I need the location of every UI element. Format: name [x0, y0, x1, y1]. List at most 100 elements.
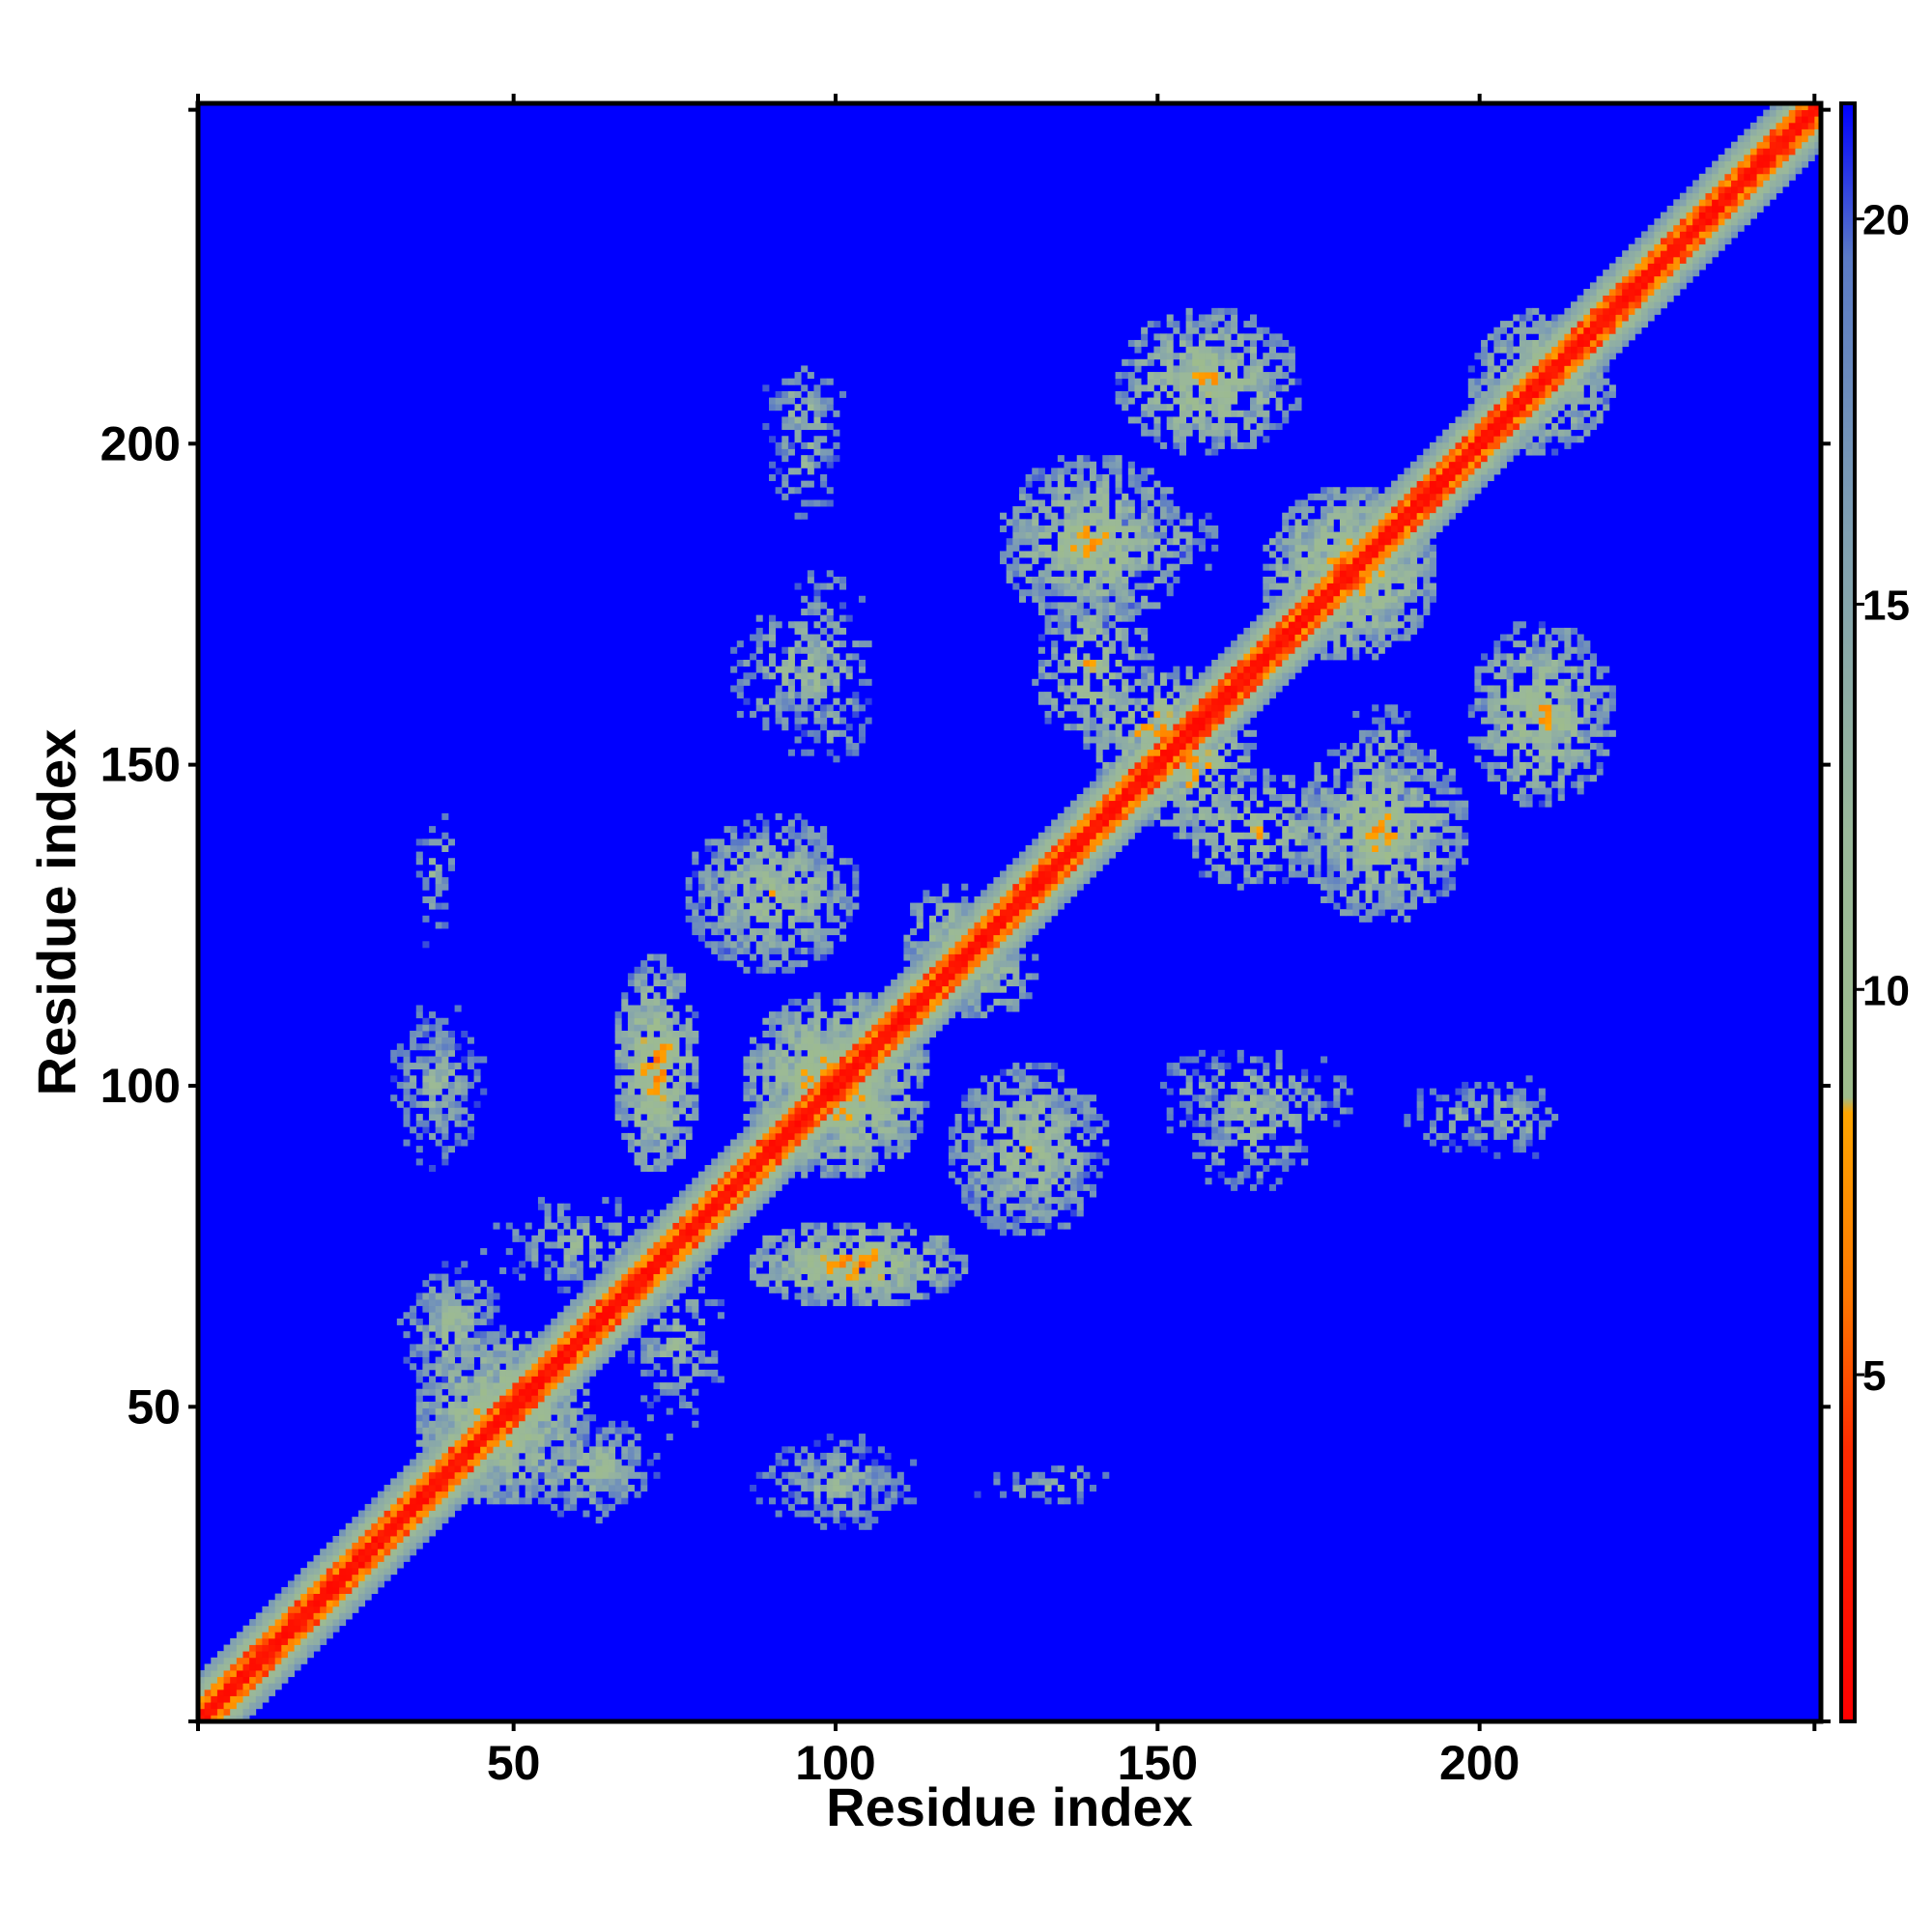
- heatmap-cell: [865, 640, 872, 648]
- heatmap-cell: [743, 1158, 751, 1166]
- heatmap-cell: [1519, 1107, 1526, 1115]
- heatmap-cell: [884, 1068, 892, 1076]
- heatmap-cell: [429, 1344, 437, 1351]
- heatmap-cell: [242, 1695, 250, 1703]
- heatmap-cell: [1231, 1114, 1238, 1122]
- heatmap-cell: [896, 1299, 904, 1307]
- heatmap-cell: [877, 1293, 885, 1300]
- heatmap-cell: [1064, 1126, 1071, 1134]
- heatmap-cell: [787, 416, 795, 424]
- heatmap-cell: [896, 1056, 904, 1064]
- heatmap-cell: [525, 1248, 532, 1256]
- heatmap-cell: [589, 1299, 597, 1307]
- heatmap-cell: [326, 1568, 333, 1576]
- heatmap-cell: [480, 1369, 488, 1377]
- heatmap-cell: [929, 1017, 937, 1025]
- heatmap-cell: [711, 902, 719, 910]
- heatmap-cell: [839, 1273, 847, 1281]
- heatmap-cell: [1416, 1088, 1424, 1095]
- heatmap-cell: [519, 1471, 526, 1479]
- heatmap-cell: [486, 1388, 494, 1396]
- heatmap-cell: [967, 1146, 975, 1153]
- heatmap-cell: [461, 1363, 469, 1371]
- heatmap-cell: [826, 941, 834, 949]
- heatmap-cell: [589, 1248, 597, 1256]
- heatmap-cell: [429, 1503, 437, 1511]
- heatmap-cell: [505, 1382, 513, 1390]
- heatmap-cell: [531, 1235, 539, 1242]
- heatmap-cell: [602, 1286, 610, 1293]
- heatmap-cell: [896, 1241, 904, 1249]
- heatmap-cell: [826, 1081, 834, 1089]
- heatmap-cell: [608, 1344, 616, 1351]
- heatmap-cell: [429, 858, 437, 866]
- heatmap-cell: [781, 1068, 789, 1076]
- heatmap-cell: [544, 1414, 552, 1422]
- heatmap-cell: [563, 1331, 571, 1339]
- heatmap-cell: [646, 1459, 654, 1466]
- heatmap-cell: [274, 1651, 282, 1659]
- heatmap-cell: [384, 1497, 391, 1505]
- heatmap-cell: [512, 1427, 520, 1435]
- heatmap-cell: [813, 1439, 821, 1447]
- heatmap-cell: [537, 1235, 545, 1242]
- heatmap-cell: [801, 1478, 809, 1486]
- heatmap-cell: [339, 1542, 347, 1549]
- heatmap-cell: [877, 1286, 885, 1293]
- heatmap-cell: [775, 710, 782, 718]
- heatmap-cell: [634, 1094, 641, 1102]
- heatmap-cell: [608, 1266, 616, 1274]
- heatmap-cell: [877, 1222, 885, 1230]
- heatmap-cell: [743, 838, 751, 846]
- heatmap-cell: [787, 1478, 795, 1486]
- heatmap-cell: [480, 1420, 488, 1428]
- heatmap-cell: [422, 1331, 430, 1339]
- heatmap-cell: [1243, 1068, 1251, 1076]
- heatmap-cell: [672, 1203, 680, 1210]
- heatmap-cell: [525, 1497, 532, 1505]
- heatmap-cell: [750, 1178, 757, 1185]
- heatmap-cell: [826, 1261, 834, 1268]
- heatmap-cell: [672, 1356, 680, 1364]
- heatmap-cell: [865, 1068, 872, 1076]
- heatmap-cell: [640, 1081, 648, 1089]
- heatmap-cell: [390, 1056, 398, 1064]
- heatmap-cell: [929, 1011, 937, 1019]
- heatmap-cell: [794, 724, 802, 731]
- heatmap-cell: [1481, 1132, 1489, 1140]
- heatmap-cell: [877, 1100, 885, 1108]
- heatmap-cell: [519, 1395, 526, 1403]
- heatmap-cell: [608, 1229, 616, 1236]
- heatmap-cell: [1525, 1132, 1533, 1140]
- heatmap-cell: [891, 1017, 898, 1025]
- heatmap-cell: [473, 1427, 481, 1435]
- heatmap-cell: [627, 1427, 635, 1435]
- heatmap-cell: [216, 1695, 224, 1703]
- heatmap-cell: [537, 1197, 545, 1205]
- heatmap-cell: [544, 1478, 552, 1486]
- heatmap-cell: [781, 1241, 789, 1249]
- heatmap-cell: [1231, 1107, 1238, 1115]
- heatmap-cell: [646, 998, 654, 1006]
- heatmap-cell: [422, 1459, 430, 1466]
- heatmap-cell: [384, 1568, 391, 1576]
- heatmap-cell: [608, 1324, 616, 1332]
- heatmap-cell: [563, 1446, 571, 1454]
- heatmap-cell: [1090, 1485, 1097, 1492]
- heatmap-cell: [666, 1344, 673, 1351]
- heatmap-cell: [544, 1337, 552, 1345]
- heatmap-cell: [813, 423, 821, 431]
- heatmap-cell: [1236, 1132, 1244, 1140]
- heatmap-cell: [447, 1485, 456, 1492]
- heatmap-cell: [794, 832, 802, 839]
- heatmap-cell: [415, 1005, 423, 1012]
- heatmap-cell: [692, 1266, 699, 1274]
- heatmap-cell: [1301, 1075, 1309, 1083]
- heatmap-cell: [614, 1465, 622, 1473]
- heatmap-cell: [608, 1241, 616, 1249]
- heatmap-cell: [839, 1261, 847, 1268]
- heatmap-cell: [1179, 1100, 1187, 1108]
- heatmap-cell: [415, 1024, 423, 1032]
- heatmap-cell: [1025, 1088, 1033, 1095]
- heatmap-cell: [711, 1190, 719, 1198]
